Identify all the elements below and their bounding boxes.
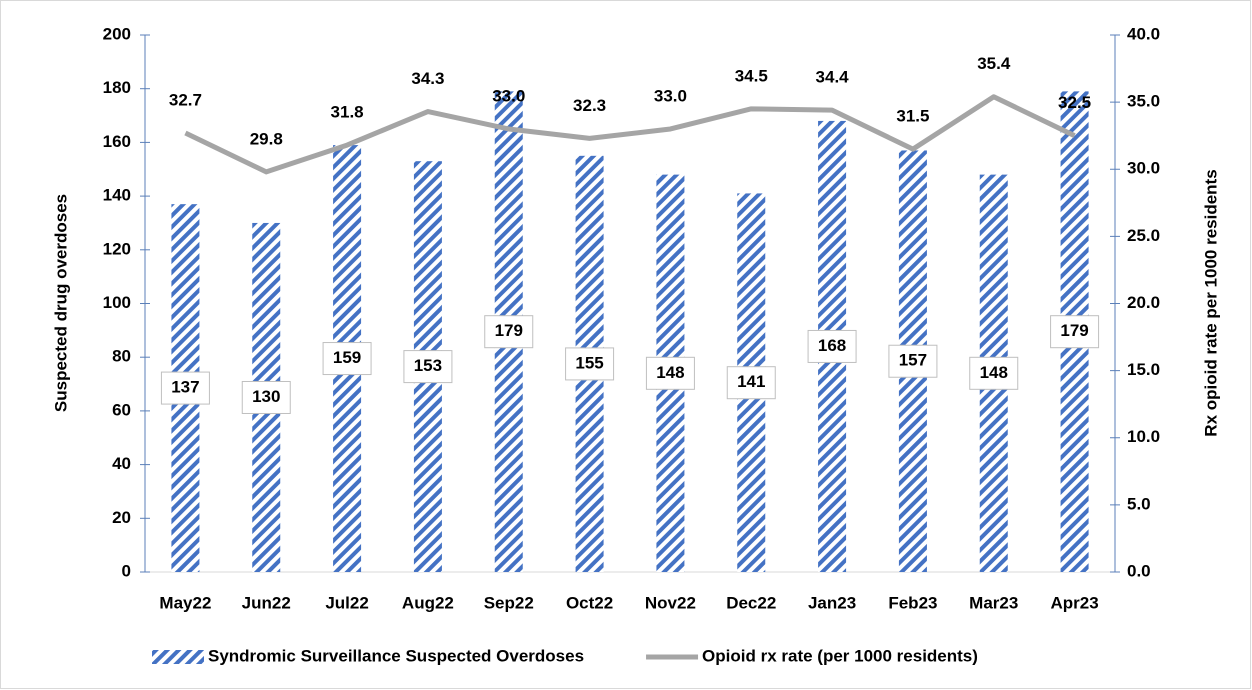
- y2-tick-label: 40.0: [1127, 24, 1160, 43]
- y-tick-label: 100: [103, 293, 131, 312]
- bar-data-label: 155: [575, 353, 603, 372]
- y2-tick-label: 30.0: [1127, 159, 1160, 178]
- y2-axis-title: Rx opioid rate per 1000 residents: [1201, 169, 1220, 436]
- y-tick-label: 40: [112, 454, 131, 473]
- x-tick-label: Oct22: [566, 593, 613, 612]
- line-data-label: 34.3: [411, 69, 444, 88]
- y-tick-label: 80: [112, 347, 131, 366]
- line-data-label: 31.5: [896, 107, 929, 126]
- y-tick-label: 140: [103, 186, 131, 205]
- data-label-box: [160, 371, 210, 405]
- legend-label: Syndromic Surveillance Suspected Overdos…: [208, 646, 584, 665]
- line-data-label: 33.0: [654, 86, 687, 105]
- line-data-label: 34.4: [816, 68, 850, 87]
- data-label-box: [1050, 315, 1100, 349]
- data-label-box: [888, 344, 938, 378]
- bar-data-label: 141: [737, 372, 765, 391]
- x-tick-label: Feb23: [888, 593, 937, 612]
- line-data-label: 31.8: [331, 103, 364, 122]
- data-label-box: [726, 366, 776, 400]
- line-data-label: 34.5: [735, 66, 768, 85]
- x-tick-label: Nov22: [645, 593, 696, 612]
- bar-data-label: 179: [495, 321, 523, 340]
- line-data-label: 29.8: [250, 129, 283, 148]
- x-tick-label: Sep22: [484, 593, 534, 612]
- bar-data-label: 168: [818, 336, 846, 355]
- bar-data-label: 148: [980, 363, 1008, 382]
- line-data-label: 33.0: [492, 86, 525, 105]
- y-tick-label: 60: [112, 400, 131, 419]
- line-data-label: 32.5: [1058, 93, 1091, 112]
- y-tick-label: 160: [103, 132, 131, 151]
- data-label-box: [484, 315, 534, 349]
- y2-tick-label: 35.0: [1127, 92, 1160, 111]
- y-tick-label: 120: [103, 239, 131, 258]
- data-label-box: [565, 347, 615, 381]
- y-tick-label: 180: [103, 78, 131, 97]
- line-data-label: 35.4: [977, 54, 1011, 73]
- y-axis-title: Suspected drug overdoses: [51, 194, 70, 412]
- data-label-box: [969, 356, 1019, 390]
- y-tick-label: 200: [103, 24, 131, 43]
- data-label-box: [645, 356, 695, 390]
- x-tick-label: Dec22: [726, 593, 776, 612]
- bar-data-label: 130: [252, 387, 280, 406]
- line: [184, 94, 1076, 175]
- legend-swatch: [152, 650, 204, 664]
- x-tick-label: Jun22: [242, 593, 291, 612]
- x-tick-label: Jan23: [808, 593, 856, 612]
- line-data-label: 32.3: [573, 96, 606, 115]
- data-label-box: [403, 350, 453, 384]
- y2-tick-label: 25.0: [1127, 226, 1160, 245]
- bar-data-label: 157: [899, 351, 927, 370]
- y2-tick-label: 5.0: [1127, 494, 1151, 513]
- y-tick-label: 0: [122, 561, 131, 580]
- legend-label: Opioid rx rate (per 1000 residents): [702, 646, 978, 665]
- x-tick-label: Jul22: [325, 593, 368, 612]
- y2-tick-label: 20.0: [1127, 293, 1160, 312]
- x-tick-label: May22: [159, 593, 211, 612]
- y2-tick-label: 15.0: [1127, 360, 1160, 379]
- bar-data-label: 153: [414, 356, 442, 375]
- y-tick-label: 20: [112, 508, 131, 527]
- bar-data-label: 148: [656, 363, 684, 382]
- bar-data-label: 179: [1060, 321, 1088, 340]
- y2-tick-label: 10.0: [1127, 427, 1160, 446]
- data-label-box: [322, 342, 372, 376]
- line-data-label: 32.7: [169, 90, 202, 109]
- x-tick-label: Apr23: [1050, 593, 1098, 612]
- x-tick-label: Mar23: [969, 593, 1018, 612]
- data-label-box: [807, 329, 857, 363]
- bar-data-label: 159: [333, 348, 361, 367]
- y2-tick-label: 0.0: [1127, 561, 1151, 580]
- bar-data-label: 137: [171, 378, 199, 397]
- x-tick-label: Aug22: [402, 593, 454, 612]
- data-label-box: [241, 380, 291, 414]
